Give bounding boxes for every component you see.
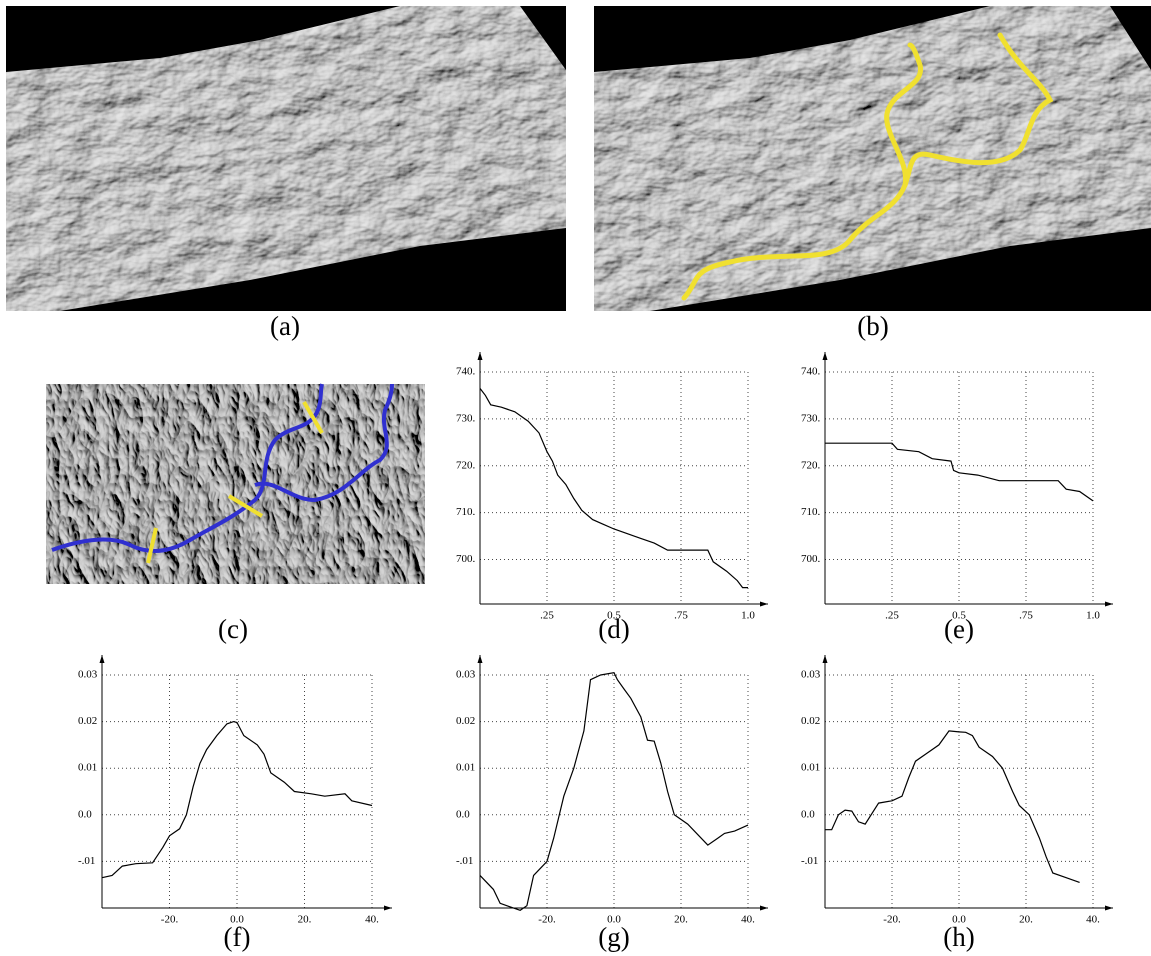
axis-arrow <box>477 352 483 360</box>
line <box>479 672 749 911</box>
axis-arrow <box>822 655 828 663</box>
panel-a <box>6 6 566 311</box>
y-tick-label: 0.02 <box>801 715 820 727</box>
caption: (d) <box>598 614 629 644</box>
path-overlay <box>254 383 394 503</box>
x-tick-label: 20. <box>298 914 312 926</box>
axis-arrow <box>384 905 392 911</box>
x-tick-label: -20. <box>161 914 179 926</box>
axis-arrow <box>1105 905 1113 911</box>
line <box>825 730 1080 883</box>
x-tick-label: 20. <box>1019 914 1033 926</box>
caption: (b) <box>857 311 888 341</box>
line <box>479 388 748 589</box>
y-tick-label: -.01 <box>78 855 95 867</box>
x-tick-label: 0.5 <box>952 610 966 622</box>
y-tick-label: 730. <box>801 412 821 424</box>
y-tick-label: 720. <box>456 459 476 471</box>
y-tick-label: 0.01 <box>456 762 475 774</box>
line <box>825 442 1094 502</box>
x-tick-label: 0.0 <box>952 914 966 926</box>
y-tick-label: 710. <box>801 506 821 518</box>
image <box>46 384 425 584</box>
y-tick-label: 0.02 <box>78 715 97 727</box>
axis-arrow <box>822 352 828 360</box>
x-tick-label: 1.0 <box>741 610 755 622</box>
y-tick-label: 740. <box>801 366 821 378</box>
x-tick-label: 0.0 <box>607 914 621 926</box>
x-tick-label: 40. <box>741 914 755 926</box>
caption: (e) <box>944 614 974 644</box>
y-tick-label: -.01 <box>456 855 473 867</box>
caption: (f) <box>224 922 251 952</box>
x-tick-label: 1.0 <box>1086 610 1100 622</box>
x-tick-label: .75 <box>674 610 688 622</box>
cross-section <box>146 527 158 564</box>
path-overlay <box>884 42 923 188</box>
y-tick-label: 0.01 <box>801 762 820 774</box>
path-overlay <box>51 383 324 553</box>
axis-arrow <box>477 655 483 663</box>
x-tick-label: 0.0 <box>230 914 244 926</box>
x-tick-label: .25 <box>885 610 899 622</box>
y-tick-label: 0.01 <box>78 762 97 774</box>
caption: (h) <box>943 922 974 952</box>
x-tick-label: .75 <box>1019 610 1033 622</box>
terrain <box>594 6 1151 311</box>
x-tick-label: 40. <box>1086 914 1100 926</box>
y-tick-label: 720. <box>801 459 821 471</box>
y-tick-label: 0.0 <box>78 808 92 820</box>
panel-b <box>594 6 1151 311</box>
path-overlay <box>681 32 1054 301</box>
y-tick-label: 700. <box>456 553 476 565</box>
x-tick-label: -20. <box>883 914 901 926</box>
y-tick-label: 730. <box>456 412 476 424</box>
y-tick-label: 700. <box>801 553 821 565</box>
y-tick-label: 0.0 <box>801 808 815 820</box>
x-tick-label: 40. <box>365 914 379 926</box>
axis-arrow <box>760 601 768 607</box>
y-tick-label: 740. <box>456 366 476 378</box>
x-tick-label: 20. <box>674 914 688 926</box>
x-tick-label: -20. <box>538 914 556 926</box>
y-tick-label: 710. <box>456 506 476 518</box>
x-tick-label: .25 <box>540 610 554 622</box>
y-tick-label: 0.0 <box>456 808 470 820</box>
cross-section <box>227 494 264 518</box>
y-tick-label: 0.03 <box>801 669 821 681</box>
y-tick-label: 0.03 <box>78 669 98 681</box>
axis-arrow <box>1105 601 1113 607</box>
terrain <box>6 6 566 311</box>
y-tick-label: 0.03 <box>456 669 476 681</box>
caption: (c) <box>218 614 248 644</box>
cross-section <box>302 400 324 435</box>
caption: (g) <box>598 922 629 952</box>
y-tick-label: -.01 <box>801 855 818 867</box>
axis-arrow <box>760 905 768 911</box>
y-tick-label: 0.02 <box>456 715 475 727</box>
axis-arrow <box>99 655 105 663</box>
line <box>101 720 373 879</box>
panel-c <box>46 383 425 584</box>
caption: (a) <box>270 311 300 341</box>
x-tick-label: 0.5 <box>607 610 621 622</box>
